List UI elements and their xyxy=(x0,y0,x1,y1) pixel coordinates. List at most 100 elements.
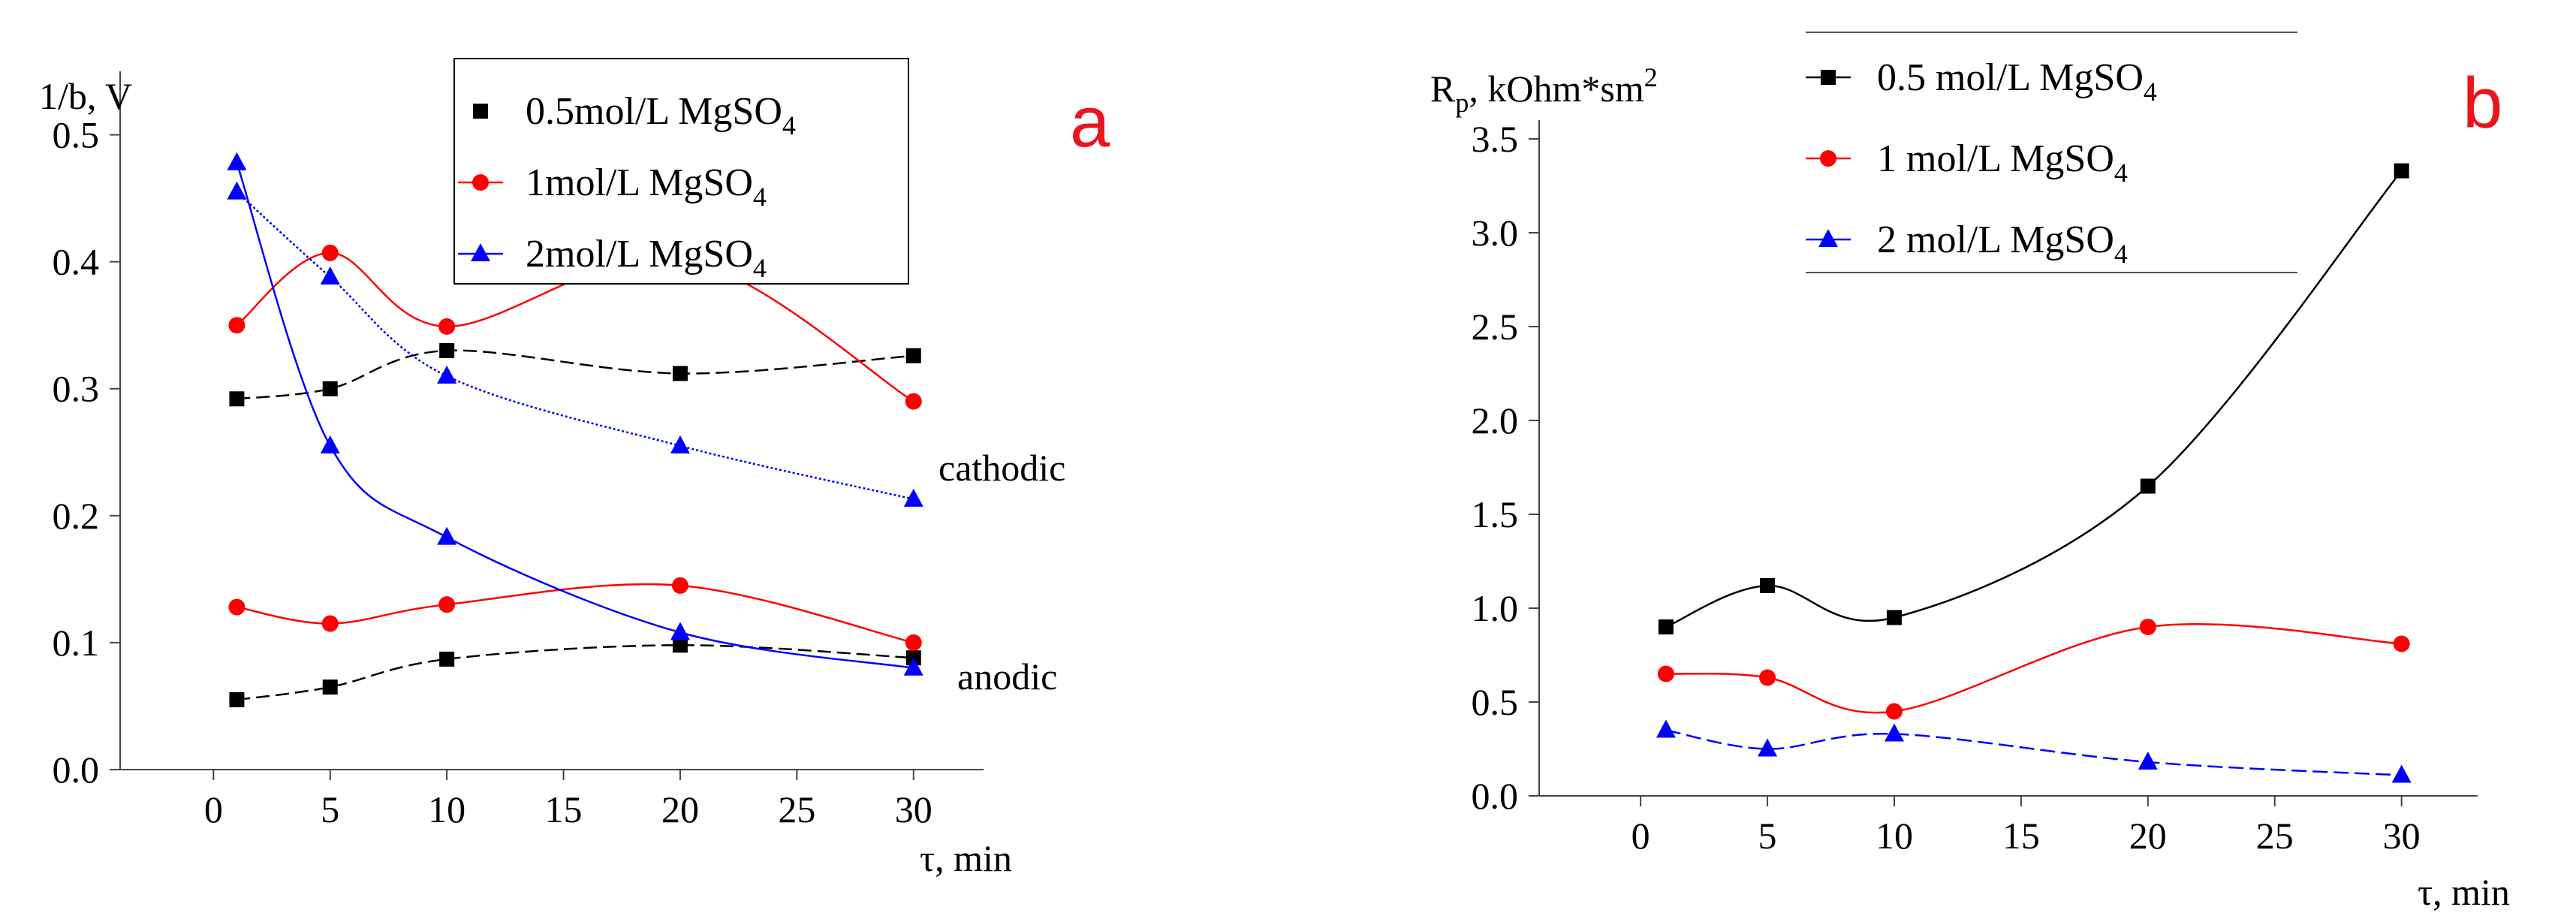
legend-box xyxy=(453,58,909,285)
legend-label-sub: 4 xyxy=(2114,239,2128,269)
data-point xyxy=(2394,163,2409,179)
x-tick-label: 10 xyxy=(1876,815,1913,857)
y-tick-label: 1.0 xyxy=(1472,587,1519,629)
legend-label: 0.5 mol/L MgSO4 xyxy=(1877,56,2157,107)
legend-label: 2 mol/L MgSO4 xyxy=(1877,218,2128,269)
legend-label: 1mol/L MgSO4 xyxy=(526,161,767,212)
data-point xyxy=(905,348,921,363)
data-point xyxy=(321,615,339,632)
x-tick-label: 30 xyxy=(2383,815,2421,857)
y-tick-label: 0.2 xyxy=(53,495,100,537)
data-point xyxy=(437,365,457,384)
x-tick-label: 5 xyxy=(321,788,339,830)
data-point xyxy=(1656,719,1676,738)
data-point xyxy=(903,488,923,507)
chart-b: 0.0 0.5 1.0 1.5 2.0 2.5 3.0 3.5 0 5 10 15 20 25 30 Rp, … xyxy=(1430,32,2510,913)
data-point xyxy=(903,657,923,676)
data-point xyxy=(320,266,340,285)
legend-label: 1 mol/L MgSO4 xyxy=(1877,137,2128,188)
x-tick-label: 0 xyxy=(204,788,223,830)
series-line xyxy=(237,644,914,701)
data-point xyxy=(228,317,246,334)
data-point xyxy=(905,393,922,410)
y-axis-label: Rp, kOhm*sm2 xyxy=(1430,62,1658,118)
data-point xyxy=(1658,619,1674,634)
series-line xyxy=(1665,622,2402,714)
y-tick-label: 2.5 xyxy=(1472,306,1519,348)
data-point xyxy=(322,679,338,695)
y-tick-label: 3.5 xyxy=(1472,118,1519,160)
series xyxy=(1657,619,2410,720)
data-point xyxy=(320,435,340,453)
x-tick-label: 5 xyxy=(1758,815,1777,857)
legend-label-sub: 4 xyxy=(782,110,796,140)
legend-label-sub: 4 xyxy=(753,253,767,283)
legend-label-main: 0.5 mol/L MgSO xyxy=(1877,56,2144,99)
y-tick-label: 0.4 xyxy=(53,241,100,283)
data-point xyxy=(670,435,690,453)
legend-label-main: 1mol/L MgSO xyxy=(526,161,753,204)
x-axis-label: τ, min xyxy=(2418,871,2510,913)
legend-label-main: 2 mol/L MgSO xyxy=(1877,218,2114,261)
legend-label-sub: 4 xyxy=(2114,158,2128,188)
y-tick-label: 0.5 xyxy=(1472,681,1519,723)
data-point xyxy=(437,526,457,545)
series-line xyxy=(236,252,914,402)
y-tick-label: 0.5 xyxy=(53,114,100,156)
data-point xyxy=(438,596,456,613)
data-point xyxy=(439,343,455,358)
x-tick-label: 15 xyxy=(2002,815,2040,857)
data-point xyxy=(1885,703,1903,720)
y-axis-label-main: R xyxy=(1430,68,1456,110)
y-axis-label: 1/b, V xyxy=(39,75,132,117)
panel-label: b xyxy=(2463,63,2502,143)
data-point xyxy=(227,181,247,200)
legend-label: 0.5mol/L MgSO4 xyxy=(526,90,796,140)
legend-marker xyxy=(1820,150,1836,167)
x-tick-label: 20 xyxy=(2129,815,2167,857)
legend-marker xyxy=(471,243,490,261)
x-tick-label: 25 xyxy=(2256,815,2294,857)
series-line xyxy=(237,349,914,400)
legend-label-main: 0.5mol/L MgSO xyxy=(526,90,782,133)
series xyxy=(1658,163,2409,634)
y-axis-label-sub: p xyxy=(1455,88,1469,118)
data-point xyxy=(322,381,338,396)
data-point xyxy=(1760,578,1776,593)
series xyxy=(229,343,921,407)
annotation-label: cathodic xyxy=(939,447,1065,489)
x-tick-label: 0 xyxy=(1631,815,1650,857)
data-point xyxy=(672,366,688,381)
series xyxy=(227,181,923,507)
y-tick-label: 0.0 xyxy=(53,749,100,791)
legend-marker xyxy=(472,174,489,191)
y-tick-label: 0.3 xyxy=(53,368,100,410)
data-point xyxy=(671,577,688,594)
data-point xyxy=(1886,610,1902,625)
y-tick-label: 0.0 xyxy=(1472,775,1519,817)
y-axis-label-unit: , kOhm*sm xyxy=(1469,68,1644,110)
legend-label-main: 1 mol/L MgSO xyxy=(1877,137,2114,180)
data-point xyxy=(672,637,688,653)
data-point xyxy=(2138,752,2158,770)
panel-label: a xyxy=(1070,82,1110,162)
legend-marker xyxy=(1818,229,1838,247)
legend-label-sub: 4 xyxy=(2144,77,2157,107)
data-point xyxy=(1758,738,1778,757)
data-point xyxy=(438,318,456,335)
series xyxy=(229,637,921,707)
series-line xyxy=(237,583,914,644)
data-point xyxy=(229,692,245,707)
data-point xyxy=(1759,669,1776,686)
series xyxy=(228,577,922,651)
x-axis-label: τ, min xyxy=(920,837,1012,879)
x-tick-label: 25 xyxy=(778,788,815,830)
chart-a: 0.0 0.1 0.2 0.3 0.4 0.5 0 5 10 15 20 25 30 1/b, V τ, m… xyxy=(39,58,1110,879)
data-point xyxy=(670,622,690,640)
series xyxy=(1656,719,2412,783)
x-tick-label: 30 xyxy=(895,788,932,830)
x-tick-label: 20 xyxy=(661,788,699,830)
